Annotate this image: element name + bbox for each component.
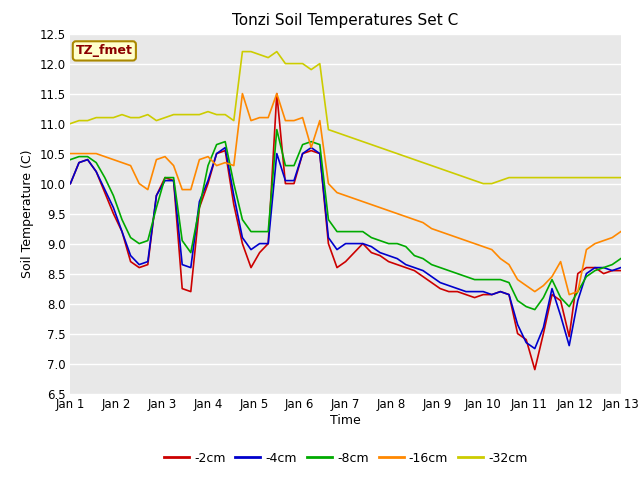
X-axis label: Time: Time: [330, 414, 361, 427]
Y-axis label: Soil Temperature (C): Soil Temperature (C): [21, 149, 34, 278]
Text: TZ_fmet: TZ_fmet: [76, 44, 132, 58]
Legend: -2cm, -4cm, -8cm, -16cm, -32cm: -2cm, -4cm, -8cm, -16cm, -32cm: [159, 447, 532, 469]
Title: Tonzi Soil Temperatures Set C: Tonzi Soil Temperatures Set C: [232, 13, 459, 28]
